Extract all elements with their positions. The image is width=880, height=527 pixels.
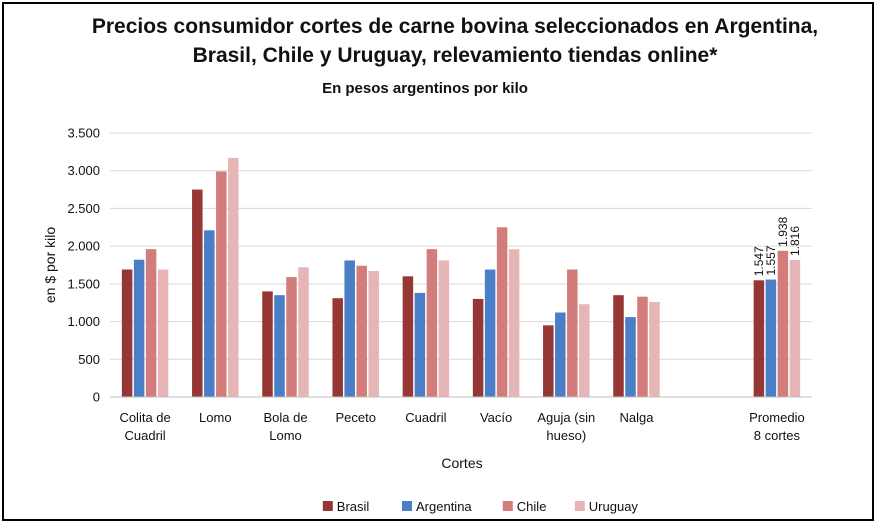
- bar-argentina: [274, 295, 285, 397]
- bar-uruguay: [228, 157, 239, 397]
- bar-chile: [637, 296, 648, 397]
- bar-argentina: [204, 230, 215, 397]
- y-tick-label: 2.000: [67, 239, 100, 254]
- bar-brasil: [472, 298, 484, 397]
- legend-label: Uruguay: [589, 499, 639, 514]
- bar-brasil: [613, 295, 624, 397]
- bar-chile: [356, 265, 367, 397]
- legend-swatch-brasil: [322, 501, 333, 511]
- bar-uruguay: [649, 301, 660, 397]
- legend-label: Argentina: [416, 499, 472, 514]
- legend-swatch-chile: [502, 501, 513, 511]
- bar-chile: [567, 269, 578, 397]
- bar-chile: [777, 250, 789, 397]
- y-tick-label: 2.500: [67, 201, 100, 216]
- bar-chile: [216, 171, 227, 397]
- x-axis-label: Cortes: [441, 455, 482, 471]
- x-tick-label: Cuadril: [125, 428, 166, 443]
- x-tick-label: Colita de: [119, 410, 170, 425]
- x-tick-label: Bola de: [263, 410, 307, 425]
- bar-brasil: [402, 276, 414, 397]
- grid-lines: [110, 132, 812, 398]
- y-tick-label: 500: [78, 352, 100, 367]
- bar-brasil: [332, 298, 343, 397]
- bar-argentina: [414, 292, 426, 397]
- bar-argentina: [625, 317, 636, 397]
- y-axis-ticks: 0 500 1.000 1.500 2.000 2.500 3.000 3.500: [67, 126, 100, 405]
- bar-argentina: [555, 312, 566, 397]
- legend-label: Brasil: [337, 499, 370, 514]
- bar-brasil: [262, 291, 273, 397]
- bar-chile: [426, 249, 438, 397]
- y-tick-label: 1.000: [67, 314, 100, 329]
- x-tick-label: Peceto: [335, 410, 375, 425]
- legend-swatch-uruguay: [574, 501, 585, 511]
- x-tick-label: Vacío: [480, 410, 512, 425]
- bar-argentina: [765, 279, 777, 397]
- legend-label: Chile: [517, 499, 547, 514]
- bar-uruguay: [368, 271, 379, 397]
- x-tick-label: Cuadril: [405, 410, 446, 425]
- data-label: 1.547: [752, 246, 766, 276]
- x-tick-label: 8 cortes: [754, 428, 801, 443]
- data-label: 1.938: [776, 216, 790, 246]
- y-axis-label: en $ por kilo: [42, 227, 58, 303]
- data-label: 1.557: [764, 245, 778, 275]
- bars: [110, 157, 812, 398]
- bar-chile: [286, 277, 297, 397]
- x-tick-label: Nalga: [620, 410, 655, 425]
- y-tick-label: 3.000: [67, 163, 100, 178]
- legend: Brasil Argentina Chile Uruguay: [322, 499, 639, 514]
- bar-uruguay: [789, 260, 801, 397]
- bar-uruguay: [438, 260, 450, 397]
- chart-title: Precios consumidor cortes de carne bovin…: [91, 15, 819, 67]
- bar-chile: [145, 249, 157, 397]
- x-tick-label: hueso): [546, 428, 586, 443]
- y-tick-label: 1.500: [67, 276, 100, 291]
- bar-uruguay: [157, 269, 169, 397]
- legend-swatch-argentina: [402, 501, 412, 511]
- bar-brasil: [192, 189, 203, 397]
- bar-chile: [496, 227, 508, 397]
- bar-argentina: [484, 269, 496, 397]
- bar-brasil: [121, 269, 133, 397]
- data-label: 1.816: [788, 226, 802, 256]
- bar-brasil: [753, 280, 765, 397]
- chart-subtitle: En pesos argentinos por kilo: [322, 80, 528, 97]
- x-axis-categories: Colita de Cuadril Lomo Bola de Lomo Peceto Cua…: [119, 410, 804, 443]
- bar-brasil: [543, 325, 554, 397]
- bar-uruguay: [508, 249, 520, 397]
- x-tick-label: Lomo: [269, 428, 302, 443]
- chart-frame: [2, 2, 874, 521]
- bar-uruguay: [298, 267, 309, 397]
- x-tick-label: Lomo: [199, 410, 232, 425]
- bar-uruguay: [579, 304, 590, 397]
- bar-argentina: [344, 260, 355, 397]
- x-tick-label: Promedio: [749, 410, 805, 425]
- x-tick-label: Aguja (sin: [537, 410, 595, 425]
- y-tick-label: 0: [93, 390, 100, 405]
- bar-argentina: [133, 259, 145, 397]
- y-tick-label: 3.500: [67, 126, 100, 141]
